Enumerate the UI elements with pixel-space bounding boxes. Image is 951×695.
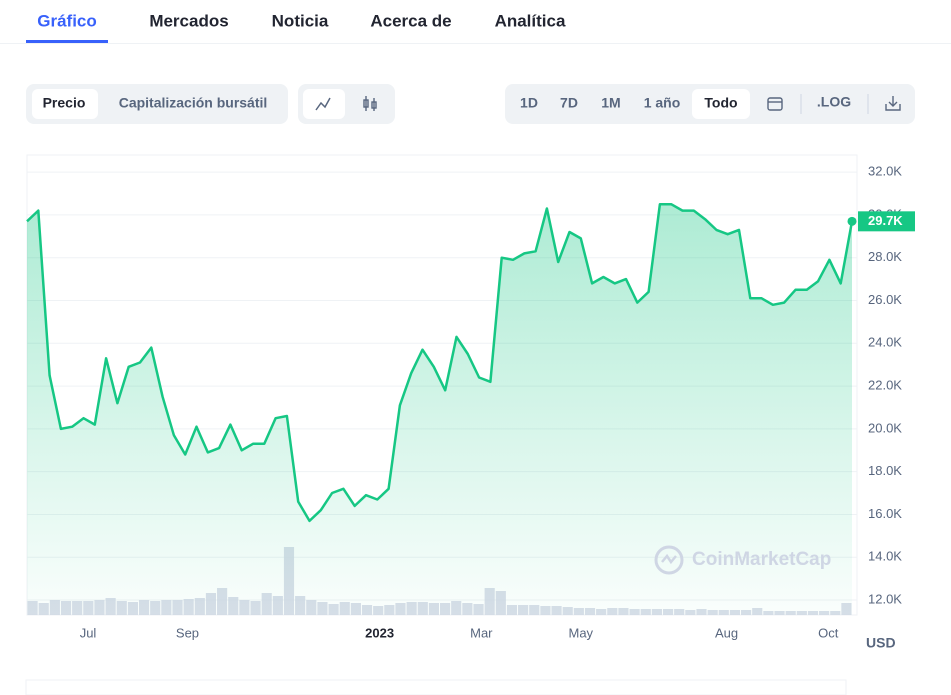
- price-area: [27, 204, 852, 615]
- metric-button[interactable]: Capitalización bursátil: [119, 95, 268, 111]
- price-tag: [858, 211, 915, 232]
- y-tick-label: 32.0K: [868, 164, 902, 179]
- last-point: [847, 216, 857, 226]
- metric-active[interactable]: [32, 89, 98, 119]
- y-tick-label: 28.0K: [868, 249, 902, 264]
- tab[interactable]: Analítica: [495, 11, 566, 30]
- y-tick-label: 16.0K: [868, 506, 902, 521]
- tab[interactable]: Acerca de: [370, 11, 451, 30]
- tab[interactable]: Mercados: [149, 11, 228, 30]
- watermark-logo: [654, 545, 684, 575]
- line-icon: [315, 97, 331, 111]
- price-tag-label: 29.7K: [868, 213, 903, 228]
- range-button[interactable]: 1 año: [644, 95, 681, 111]
- tab[interactable]: Noticia: [272, 11, 329, 30]
- x-tick-label: Aug: [715, 625, 738, 640]
- log-button[interactable]: .LOG: [817, 94, 851, 110]
- range-button[interactable]: 1M: [601, 95, 620, 111]
- x-tick-label: May: [568, 625, 593, 640]
- watermark: CoinMarketCap: [692, 549, 831, 570]
- x-tick-label: Oct: [818, 625, 839, 640]
- calendar-icon[interactable]: [767, 97, 783, 111]
- next-section: [25, 679, 847, 695]
- y-tick-label: 26.0K: [868, 292, 902, 307]
- tab-underline: [26, 40, 108, 43]
- tab[interactable]: Gráfico: [37, 11, 97, 30]
- x-tick-label: Sep: [176, 625, 199, 640]
- x-tick-label: Mar: [470, 625, 493, 640]
- price-line: [26, 202, 854, 523]
- download-icon[interactable]: [885, 96, 901, 111]
- y-tick-label: 24.0K: [868, 335, 902, 350]
- y-tick-label: 20.0K: [868, 420, 902, 435]
- range-active[interactable]: [692, 89, 750, 119]
- currency: USD: [866, 635, 896, 651]
- x-tick-label: 2023: [365, 625, 394, 640]
- line-type[interactable]: [303, 89, 345, 119]
- y-tick-label: 18.0K: [868, 463, 902, 478]
- range-button[interactable]: Todo: [704, 95, 737, 111]
- candle-icon[interactable]: [363, 96, 377, 111]
- metric-button[interactable]: Precio: [43, 95, 86, 111]
- range-button[interactable]: 7D: [560, 95, 578, 111]
- y-tick-label: 12.0K: [868, 591, 902, 606]
- x-tick-label: Jul: [80, 625, 97, 640]
- y-tick-label: 22.0K: [868, 378, 902, 393]
- y-tick-label: 14.0K: [868, 549, 902, 564]
- range-button[interactable]: 1D: [520, 95, 538, 111]
